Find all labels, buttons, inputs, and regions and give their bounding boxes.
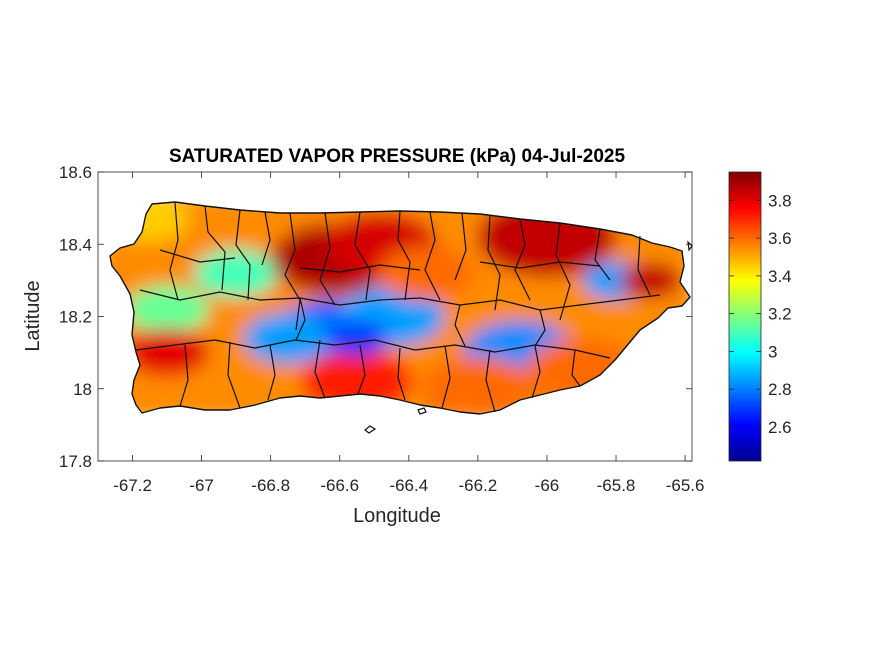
municipal-boundary (299, 264, 421, 273)
y-tick-label: 17.8 (59, 452, 92, 471)
municipal-boundary (314, 339, 326, 399)
y-tick-label: 18 (73, 380, 92, 399)
municipal-boundary (454, 304, 466, 347)
municipal-boundary (485, 349, 496, 413)
x-tick-label: -66.4 (389, 476, 428, 495)
municipal-boundary (514, 218, 531, 301)
x-tick-label: -66.8 (251, 476, 290, 495)
municipal-boundary (555, 222, 571, 321)
municipal-boundary (204, 205, 226, 291)
municipal-boundary (284, 212, 301, 331)
islet (417, 407, 427, 415)
colorbar-tick-label: 2.8 (768, 380, 792, 399)
colorbar-tick-label: 3.8 (768, 191, 792, 210)
y-axis: 17.8 18 18.2 18.4 18.6 (59, 163, 692, 471)
municipal-boundary (267, 344, 276, 401)
municipal-boundary (261, 211, 271, 266)
municipal-boundary (397, 210, 411, 301)
municipal-boundary (235, 209, 251, 301)
islet (364, 425, 377, 434)
municipal-boundary (169, 202, 179, 301)
municipal-boundary (135, 339, 376, 351)
field-sample (421, 356, 534, 414)
x-axis-label: Longitude (353, 505, 441, 527)
municipal-boundary (397, 347, 406, 401)
municipal-boundary (534, 309, 546, 347)
island-coastline (109, 201, 691, 415)
colorbar-tick-label: 3 (768, 342, 777, 361)
municipal-boundary (159, 249, 236, 263)
municipal-boundary (531, 345, 541, 399)
x-axis: -67.2 -67 -66.8 -66.6 -66.4 -66.2 -66 -65.8 -65.… (113, 172, 704, 495)
field-sample (125, 285, 210, 334)
chart-title: SATURATED VAPOR PRESSURE (kPa) 04-Jul-20… (169, 146, 626, 167)
y-tick-label: 18.4 (59, 235, 92, 254)
municipal-boundaries (135, 202, 661, 413)
x-tick-label: -65.8 (597, 476, 636, 495)
y-axis-label: Latitude (22, 280, 44, 351)
municipal-boundary (441, 345, 451, 409)
field-sample (125, 328, 210, 377)
x-tick-label: -65.6 (666, 476, 705, 495)
municipal-boundary (487, 214, 501, 311)
municipal-boundary (637, 235, 651, 296)
y-tick-label: 18.2 (59, 308, 92, 327)
colorbar-tick-label: 3.6 (768, 229, 792, 248)
x-tick-label: -67 (189, 476, 214, 495)
municipal-boundary (594, 228, 611, 281)
field-sample (243, 312, 333, 364)
municipal-boundary (295, 297, 306, 341)
municipal-boundary (139, 289, 421, 306)
field-sample (619, 262, 682, 298)
municipal-boundary (454, 212, 467, 281)
municipal-boundary (354, 211, 371, 301)
x-tick-label: -66.2 (459, 476, 498, 495)
field-sample (194, 249, 279, 298)
municipal-boundary (571, 349, 581, 387)
y-tick-label: 18.6 (59, 163, 92, 182)
municipal-boundary (357, 344, 366, 395)
x-tick-label: -67.2 (113, 476, 152, 495)
colorbar (728, 171, 762, 462)
municipal-boundary (227, 341, 241, 409)
municipal-boundary (479, 261, 601, 269)
municipal-boundary (319, 212, 336, 306)
colorbar-tick-label: 2.6 (768, 418, 792, 437)
colorbar-ticks: 2.6 2.8 3 3.2 3.4 3.6 3.8 (729, 191, 792, 437)
municipal-boundary (424, 211, 441, 301)
x-tick-label: -66.6 (320, 476, 359, 495)
colorbar-tick-label: 3.2 (768, 305, 792, 324)
municipal-boundary (179, 344, 189, 407)
x-tick-label: -66 (535, 476, 560, 495)
field-sample (326, 320, 388, 356)
colorbar-tick-label: 3.4 (768, 267, 792, 286)
